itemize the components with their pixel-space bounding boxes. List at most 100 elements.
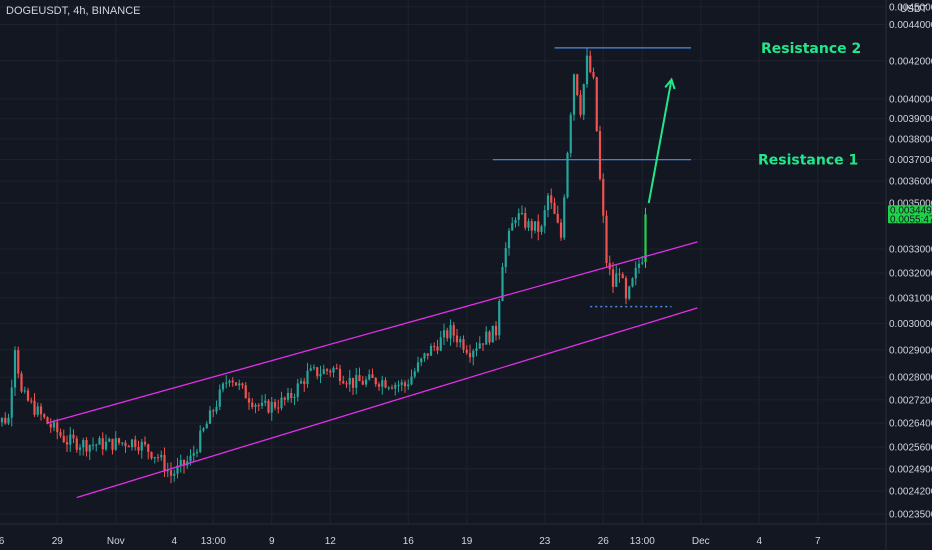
last-price-tag <box>888 205 932 224</box>
candle-body <box>478 343 481 349</box>
price-axis[interactable]: USDT 0.0045000 0.0044000 0.0042000 0.004000… <box>885 0 932 550</box>
candle-body <box>485 331 488 345</box>
candle-body <box>394 384 397 389</box>
candle-body <box>192 453 195 456</box>
candle-body <box>400 382 403 385</box>
candle-body <box>355 375 358 388</box>
candle-body <box>49 423 52 428</box>
candle-body <box>465 349 468 353</box>
time-tick-label: 4 <box>756 536 762 547</box>
candle-body <box>439 337 442 351</box>
candle-body <box>429 346 433 356</box>
candle-body <box>384 380 387 388</box>
candle-body <box>494 325 498 336</box>
candle-body <box>504 248 507 268</box>
candle-body <box>39 406 43 415</box>
candle-body <box>137 446 140 451</box>
candle-body <box>407 384 410 387</box>
candle-body <box>468 352 472 358</box>
candle-body <box>631 278 634 287</box>
candle-body <box>387 387 390 389</box>
price-tick-label: 0.0042000 <box>889 56 932 67</box>
candle-body <box>488 331 491 343</box>
candle-body <box>410 376 413 385</box>
candle-body <box>150 451 153 459</box>
candle-body <box>91 444 95 446</box>
candle-body <box>452 325 455 336</box>
annotation-resistance-2: Resistance 2 <box>761 41 861 57</box>
candle-body <box>572 74 576 115</box>
candle-body <box>221 383 225 390</box>
candle-body <box>361 381 364 385</box>
candle-body <box>127 446 130 448</box>
candle-body <box>270 401 273 413</box>
candle-body <box>436 346 439 351</box>
candle-body <box>101 438 104 450</box>
candle-body <box>218 389 221 407</box>
candle-body <box>637 263 641 268</box>
candle-body <box>30 400 33 402</box>
candle-body <box>160 454 163 458</box>
candle-body <box>65 442 69 445</box>
candle-body <box>595 77 598 131</box>
candle-body <box>634 267 637 279</box>
candle-body <box>290 392 293 399</box>
price-tick-label: 0.0024900 <box>889 464 932 475</box>
candle-body <box>374 377 377 385</box>
candle-body <box>7 417 10 424</box>
candle-body <box>576 74 579 95</box>
candles <box>0 47 647 484</box>
candle-body <box>540 226 543 232</box>
candle-body <box>247 398 251 403</box>
candle-body <box>228 380 231 383</box>
price-tick-label: 0.0045000 <box>889 2 932 13</box>
candle-body <box>319 373 322 377</box>
candle-body <box>121 442 124 444</box>
candle-body <box>111 438 114 450</box>
candle-body <box>283 397 286 400</box>
candle-body <box>582 84 585 115</box>
candle-body <box>501 267 504 301</box>
time-tick-label: 23 <box>539 536 551 547</box>
candle-body <box>23 390 26 392</box>
candle-body <box>351 377 355 388</box>
candle-body <box>260 402 264 406</box>
candle-body <box>17 350 20 374</box>
candle-body <box>325 369 329 371</box>
price-tick-label: 0.0039000 <box>889 114 932 125</box>
candle-body <box>442 330 446 338</box>
candle-timer: 0.0055:47 <box>890 214 932 225</box>
price-tick-label: 0.0026400 <box>889 419 932 430</box>
candle-body <box>98 438 101 445</box>
channel-lower-line[interactable] <box>76 307 698 499</box>
candle-body <box>511 223 514 231</box>
candle-body <box>475 348 478 351</box>
candle-body <box>273 401 277 408</box>
candle-body <box>147 444 150 452</box>
time-axis[interactable]: 26 29 Nov 4 13:00 9 12 16 19 23 26 13:00 Dec 4 7 <box>0 523 932 547</box>
candle-body <box>26 390 30 401</box>
candle-body <box>413 371 416 377</box>
candle-body <box>553 202 556 214</box>
candle-body <box>43 414 46 418</box>
candle-body <box>166 470 169 472</box>
candle-body <box>114 438 117 450</box>
projection-arrow[interactable] <box>647 79 673 204</box>
candle-body <box>459 339 462 343</box>
candle-body <box>88 445 91 452</box>
candle-body <box>143 441 147 445</box>
candle-body <box>618 273 621 275</box>
candle-body <box>238 383 241 386</box>
price-tick-label: 0.0044000 <box>889 20 932 31</box>
candle-body <box>173 473 176 476</box>
candle-body <box>277 407 280 409</box>
channel-upper-line[interactable] <box>47 241 698 424</box>
candle-body <box>4 417 7 424</box>
candle-body <box>556 213 559 223</box>
candle-body <box>423 353 426 359</box>
candle-body <box>293 396 296 399</box>
candle-body <box>205 423 208 429</box>
candle-body <box>598 130 602 180</box>
candle-body <box>309 368 312 371</box>
